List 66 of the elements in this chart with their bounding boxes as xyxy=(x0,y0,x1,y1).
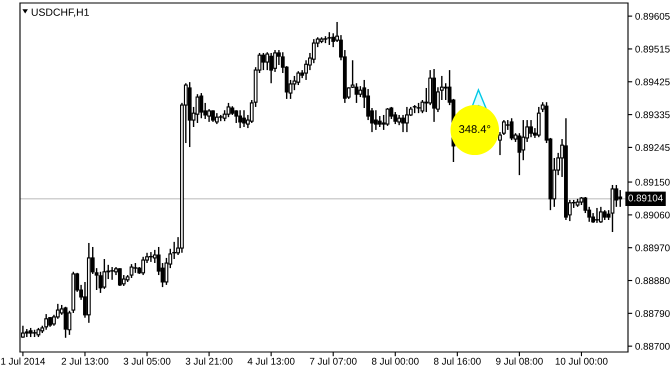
y-tick-label: 0.89605 xyxy=(635,12,670,20)
y-tick-label: 0.88700 xyxy=(635,342,670,350)
candlestick xyxy=(358,85,362,98)
candlestick xyxy=(595,207,599,224)
candlestick xyxy=(397,114,402,126)
x-tick-label: 7 Jul 07:00 xyxy=(310,358,357,365)
candlestick xyxy=(386,107,390,127)
y-tick-label: 0.89515 xyxy=(635,46,670,53)
candlestick xyxy=(536,106,541,138)
y-tick-label: 0.89150 xyxy=(635,178,670,186)
candlestick xyxy=(226,102,230,118)
candlestick xyxy=(148,251,153,263)
candlestick xyxy=(242,110,246,128)
candlestick xyxy=(296,70,300,86)
candlestick xyxy=(133,262,138,274)
candlestick xyxy=(521,119,526,161)
ref-line-label: 0.89104 xyxy=(628,194,663,202)
candlestick xyxy=(118,267,122,287)
y-tick-label: 0.89245 xyxy=(635,144,670,152)
x-tick-label: 3 Jul 05:00 xyxy=(124,358,170,365)
candlestick xyxy=(261,52,266,71)
candlestick xyxy=(196,93,200,124)
y-tick-label: 0.89335 xyxy=(635,111,670,118)
candlestick xyxy=(327,31,332,46)
candlestick xyxy=(238,110,242,129)
candlestick xyxy=(36,327,40,338)
candlestick xyxy=(510,118,514,141)
candlestick xyxy=(64,306,68,338)
candlestick xyxy=(199,92,204,119)
x-tick-label: 2 Jul 13:00 xyxy=(62,358,108,365)
candlestick xyxy=(416,102,420,114)
candlestick xyxy=(130,263,134,279)
candlestick xyxy=(211,110,215,123)
y-tick-label: 0.89425 xyxy=(635,78,670,86)
candlestick xyxy=(28,327,33,338)
candlestick xyxy=(598,206,603,224)
candlestick xyxy=(44,313,48,330)
candlestick xyxy=(374,110,378,131)
candlestick xyxy=(378,115,382,128)
candlestick xyxy=(602,209,607,221)
candlestick xyxy=(269,52,274,84)
x-tick-label: 8 Jul 16:00 xyxy=(434,358,481,365)
candlestick xyxy=(110,266,114,280)
y-tick-label: 0.88880 xyxy=(635,277,670,284)
x-tick-label: 9 Jul 08:00 xyxy=(496,358,543,365)
y-tick-label: 0.88970 xyxy=(635,244,670,252)
x-tick-label: 10 Jul 00:00 xyxy=(556,358,608,365)
y-tick-label: 0.89060 xyxy=(635,212,670,218)
candlestick xyxy=(444,82,448,101)
candlestick xyxy=(529,119,533,138)
candlestick xyxy=(102,258,106,290)
chart-title: USDCHF,H1 xyxy=(32,8,89,18)
x-tick-label: 1 Jul 2014 xyxy=(1,358,46,365)
candlestick xyxy=(214,112,219,125)
candlestick xyxy=(234,110,238,124)
y-tick-label: 0.88790 xyxy=(635,310,670,317)
candlestick xyxy=(404,106,409,133)
annotation: 348.4° xyxy=(459,125,490,134)
candlestick xyxy=(354,82,358,104)
candlestick xyxy=(618,189,622,208)
x-tick-label: 3 Jul 21:00 xyxy=(186,358,232,365)
candlestick xyxy=(393,111,398,125)
candlestick xyxy=(401,114,405,133)
x-tick-label: 4 Jul 13:00 xyxy=(248,358,295,365)
candlestick xyxy=(141,256,146,276)
x-tick-label: 8 Jul 00:00 xyxy=(372,358,419,365)
